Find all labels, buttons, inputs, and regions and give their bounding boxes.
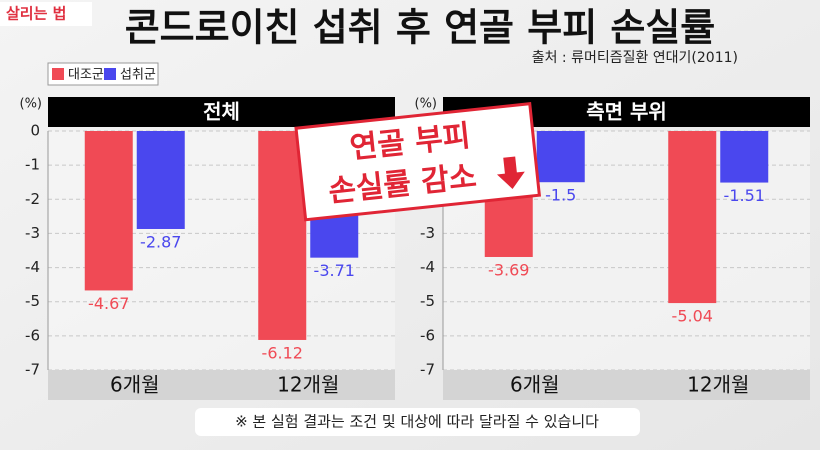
y-tick-label: -1 [25,156,40,174]
panel-title: 전체 [203,100,240,124]
legend-swatch [52,68,64,80]
bar [258,131,307,340]
value-label: -4.67 [88,294,129,313]
category-band [443,370,810,400]
value-label: -1.51 [724,186,765,205]
y-tick-label: -6 [420,326,435,344]
y-tick-label: -4 [25,258,40,276]
legend-label: 섭취군 [120,68,156,83]
value-label: -2.87 [140,232,181,251]
y-axis-unit: (%) [20,97,43,112]
note: ※ 본 실험 결과는 조건 및 대상에 따라 달라질 수 있습니다 [235,413,599,431]
y-tick-label: 0 [30,122,40,140]
y-axis-unit: (%) [415,97,438,112]
y-tick-label: -2 [25,190,40,208]
y-tick-label: -5 [25,292,40,310]
bar [536,131,585,183]
y-tick-label: -5 [420,292,435,310]
header-tag: 살리는 법 [6,5,66,23]
category-band [48,370,395,400]
bar [720,131,769,183]
source: 출처 : 류머티즘질환 연대기(2011) [532,50,738,66]
value-label: -3.71 [314,261,355,280]
x-tick-label: 6개월 [110,373,160,397]
value-label: -1.5 [545,186,576,205]
y-tick-label: -6 [25,326,40,344]
y-tick-label: -7 [25,361,40,379]
chart-title: 콘드로이친 섭취 후 연골 부피 손실률 [125,6,716,50]
panel-title-bar [48,97,395,127]
y-tick-label: -3 [25,224,40,242]
x-tick-label: 12개월 [687,373,749,397]
value-label: -5.04 [672,307,713,326]
bar [84,131,133,291]
x-tick-label: 6개월 [510,373,560,397]
y-tick-label: -4 [420,258,435,276]
callout: 연골 부피 손실률 감소 [294,102,542,222]
value-label: -6.12 [262,343,303,362]
legend-swatch [104,68,116,80]
tag-box [0,2,92,26]
callout-box [294,102,542,222]
bar [136,131,185,229]
y-tick-label: -3 [420,224,435,242]
value-label: -3.69 [488,260,529,279]
panel-title: 측면 부위 [586,100,667,124]
y-tick-label: -7 [420,361,435,379]
legend-label: 대조군 [68,68,104,83]
down-arrow [496,156,525,189]
legend-box [47,62,159,86]
bar [668,131,717,304]
note-box [195,408,640,436]
x-tick-label: 12개월 [277,373,339,397]
